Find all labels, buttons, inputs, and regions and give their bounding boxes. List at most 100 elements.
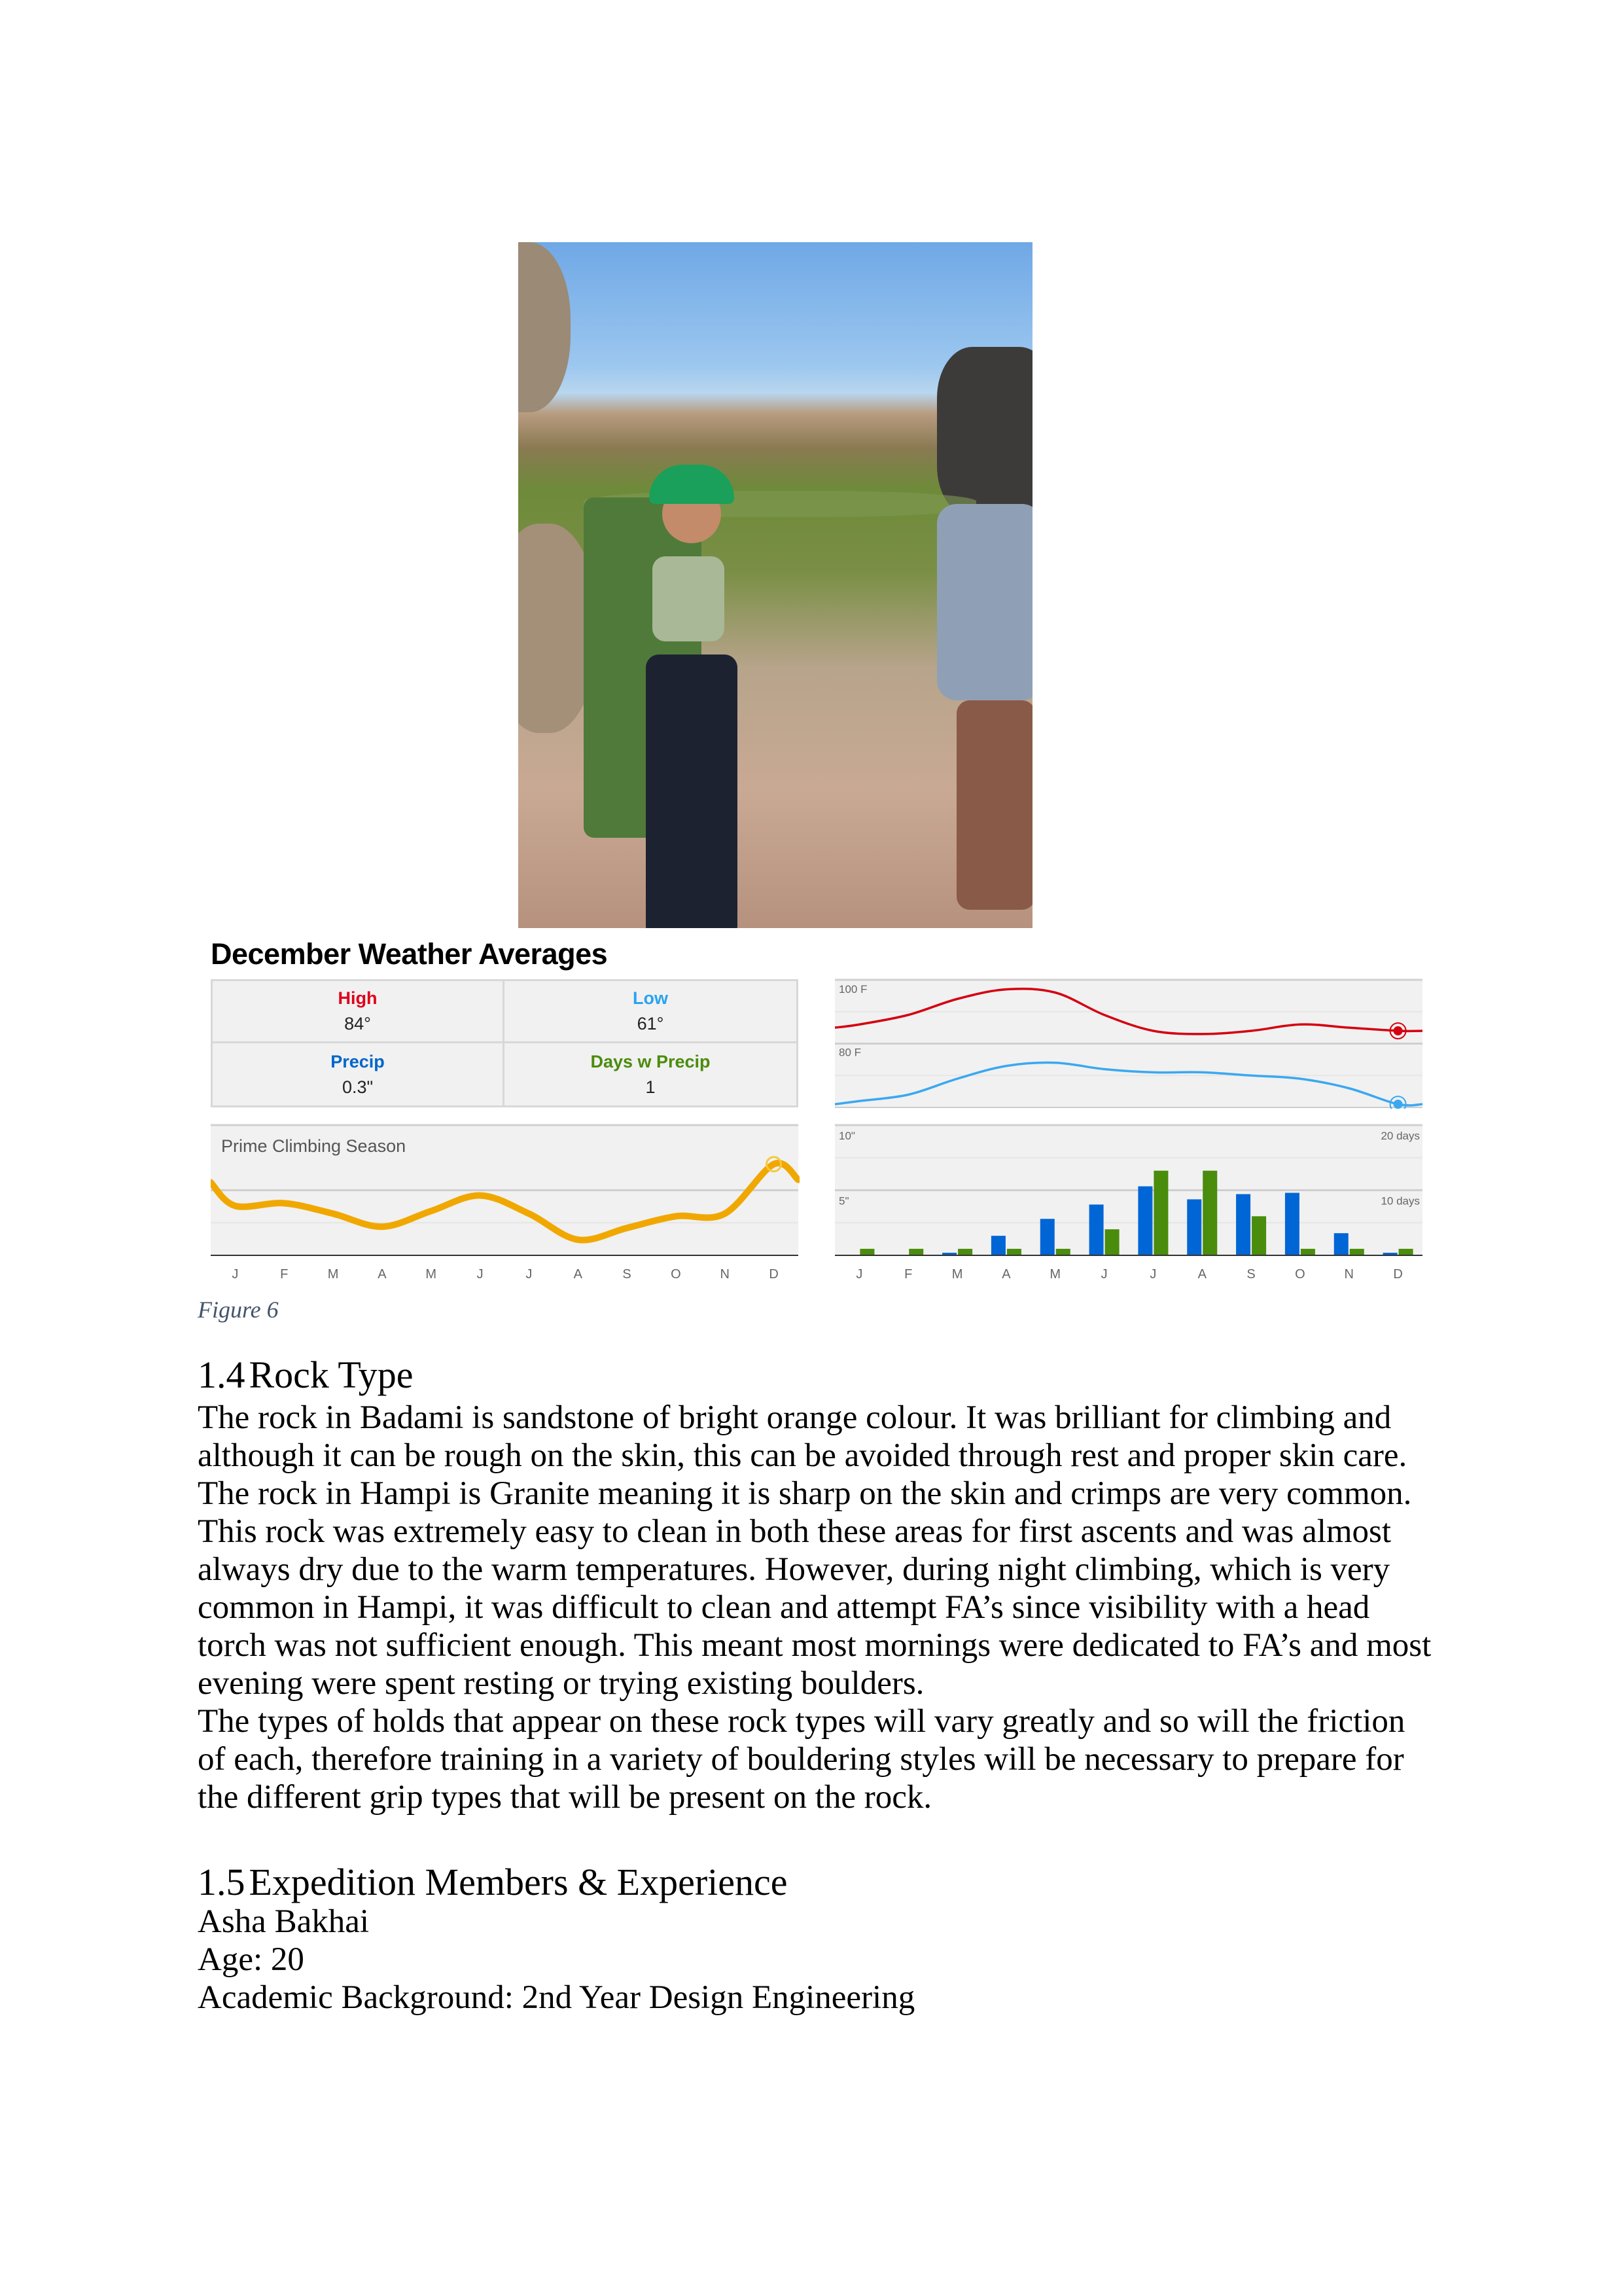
heading-number: 1.4 [198, 1354, 245, 1396]
climbing-season-chart: Prime Climbing Season J F M A M J J A S O N D [211, 1124, 800, 1282]
month-label: D [769, 1267, 778, 1282]
precip-bar [991, 1236, 1006, 1255]
precip-bar [1089, 1204, 1104, 1255]
precip-bar [1383, 1253, 1398, 1255]
month-label: A [378, 1267, 387, 1282]
stat-value: 84° [344, 1014, 371, 1033]
text-line: of each, therefore training in a variety… [198, 1741, 1404, 1778]
days-precip-bar [1252, 1216, 1267, 1255]
stat-low: Low 61° [504, 981, 796, 1043]
month-label: M [425, 1267, 436, 1282]
stat-value: 1 [645, 1077, 656, 1097]
text-line: the different grip types that will be pr… [198, 1779, 932, 1816]
precip-bar [942, 1253, 957, 1255]
right-tick-label: 10 days [1381, 1195, 1420, 1208]
month-label: F [280, 1267, 288, 1282]
current-month-marker [1393, 1026, 1403, 1035]
month-label: D [1393, 1267, 1402, 1282]
chart-title: Prime Climbing Season [221, 1136, 406, 1156]
text-line: although it can be rough on the skin, th… [198, 1437, 1407, 1474]
section-heading-rock-type: 1.4 Rock Type [198, 1355, 414, 1395]
weather-stats-table: High 84° Low 61° Precip 0.3" Days w Prec… [211, 979, 798, 1107]
month-label: J [525, 1267, 532, 1282]
precip-bar [1333, 1233, 1349, 1255]
precip-bar [1040, 1219, 1055, 1255]
month-label: N [720, 1267, 730, 1282]
days-precip-bar [1055, 1249, 1070, 1255]
climber-photo [518, 242, 1033, 928]
month-label: S [1246, 1267, 1255, 1282]
stat-days-precip: Days w Precip 1 [504, 1043, 796, 1105]
days-precip-bar [1398, 1249, 1413, 1255]
boulder-left [518, 242, 571, 412]
month-label: J [1150, 1267, 1156, 1282]
precip-bar [1138, 1186, 1153, 1255]
green-hat [649, 465, 734, 504]
text-line: Academic Background: 2nd Year Design Eng… [198, 1979, 915, 2016]
text-line: The types of holds that appear on these … [198, 1703, 1405, 1740]
high-temp-line [835, 987, 1423, 1035]
stat-value: 0.3" [342, 1077, 374, 1097]
heading-number: 1.5 [198, 1861, 245, 1903]
text-line: Age: 20 [198, 1941, 304, 1978]
stat-label: Low [633, 988, 668, 1008]
month-label: A [1002, 1267, 1011, 1282]
month-label: S [622, 1267, 631, 1282]
rock-type-body: The rock in Badami is sandstone of brigh… [198, 1399, 1431, 1816]
stat-label: Days w Precip [590, 1051, 711, 1071]
days-precip-bar [1203, 1170, 1218, 1255]
top [652, 556, 724, 641]
precip-bar [1187, 1199, 1202, 1255]
second-person-legs [957, 700, 1033, 910]
precip-bar [1284, 1193, 1299, 1255]
second-person [937, 504, 1033, 700]
crash-pad-right [937, 347, 1033, 517]
heading-text: Expedition Members & Experience [249, 1861, 788, 1903]
y-tick-label: 80 F [839, 1047, 861, 1059]
days-precip-bar [958, 1249, 973, 1255]
month-label: A [1198, 1267, 1207, 1282]
low-temp-line [835, 1061, 1423, 1107]
stat-value: 61° [637, 1014, 664, 1033]
stat-precip: Precip 0.3" [213, 1043, 504, 1105]
expedition-members-body: Asha Bakhai Age: 20 Academic Background: 2… [198, 1903, 915, 2017]
text-line: evening were spent resting or trying exi… [198, 1665, 925, 1702]
days-precip-bar [860, 1249, 875, 1255]
month-label: M [1050, 1267, 1061, 1282]
month-label: O [671, 1267, 681, 1282]
text-line: torch was not sufficient enough. This me… [198, 1627, 1432, 1664]
heading-text: Rock Type [249, 1354, 414, 1396]
stat-label: Precip [330, 1051, 385, 1071]
days-precip-bar [1154, 1170, 1169, 1255]
text-line: The rock in Badami is sandstone of brigh… [198, 1399, 1392, 1436]
precip-bar [1236, 1194, 1251, 1255]
days-precip-bar [1349, 1249, 1364, 1255]
month-label: J [856, 1267, 862, 1282]
month-label: M [952, 1267, 963, 1282]
days-precip-bar [909, 1249, 924, 1255]
month-label: F [904, 1267, 912, 1282]
y-tick-label: 100 F [839, 983, 867, 996]
left-tick-label: 10" [839, 1130, 855, 1142]
section-heading-expedition-members: 1.5 Expedition Members & Experience [198, 1862, 788, 1903]
current-month-ring [1389, 1022, 1407, 1039]
weather-title: December Weather Averages [211, 937, 608, 971]
current-month-marker [766, 1156, 783, 1173]
figure-caption: Figure 6 [198, 1297, 279, 1323]
temperature-chart: 100 F 80 F [835, 978, 1423, 1109]
stat-high: High 84° [213, 981, 504, 1043]
text-line: The rock in Hampi is Granite meaning it … [198, 1475, 1412, 1512]
right-tick-label: 20 days [1381, 1130, 1420, 1142]
month-label: J [1101, 1267, 1108, 1282]
text-line: common in Hampi, it was difficult to cle… [198, 1589, 1370, 1626]
text-line: This rock was extremely easy to clean in… [198, 1513, 1392, 1550]
precipitation-chart: 10" 5" 20 days 10 days J F M A M J J A S O N D [835, 1124, 1422, 1282]
current-month-ring [1389, 1096, 1407, 1109]
text-line: Asha Bakhai [198, 1903, 370, 1940]
current-month-marker [1393, 1100, 1403, 1109]
text-line: always dry due to the warm temperatures.… [198, 1551, 1390, 1588]
month-label: M [328, 1267, 339, 1282]
month-label: J [477, 1267, 484, 1282]
days-precip-bar [1300, 1249, 1315, 1255]
month-label: O [1295, 1267, 1305, 1282]
